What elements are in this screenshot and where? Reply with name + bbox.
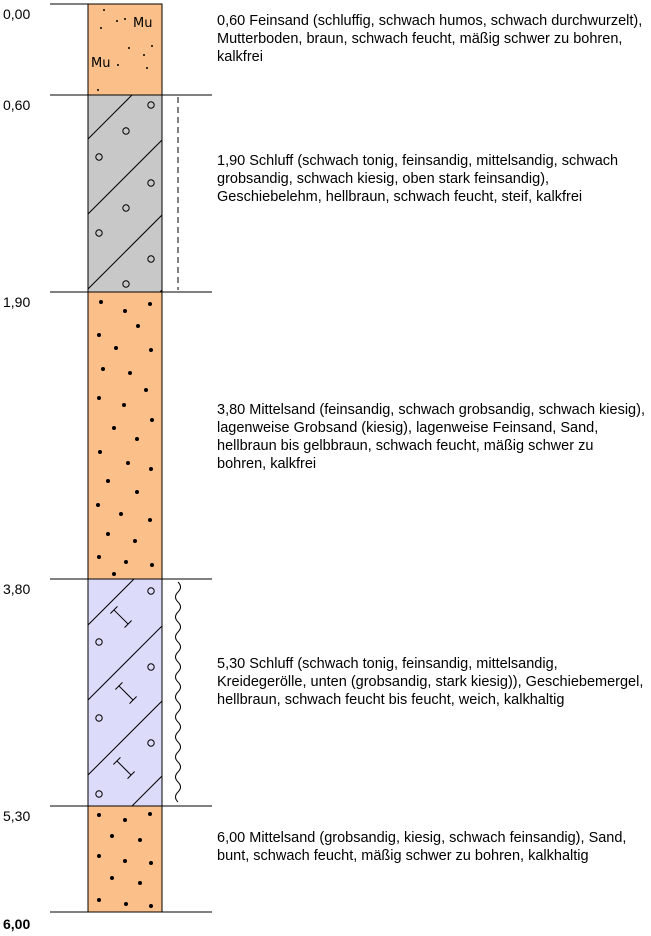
topsoil-pattern: Mu Mu [91,9,153,91]
depth-label-4: 5,30 [3,808,30,824]
depth-labels: 0,00 0,60 1,90 3,80 5,30 6,00 [3,6,30,932]
depth-label-final: 6,00 [3,916,30,932]
layer-1-description: 0,60 Feinsand (schluffig, schwach humos,… [217,13,643,65]
layer-2-pattern [88,95,162,292]
layer-4-description: 5,30 Schluff (schwach tonig, feinsandig,… [217,656,644,708]
consistency-marker-wavy [175,581,181,803]
column-outline [87,3,163,913]
layer-5-dots [97,812,153,908]
layer-5-description: 6,00 Mittelsand (grobsandig, kiesig, sch… [217,830,627,864]
layer-4-pattern [88,579,162,806]
topsoil-symbol-1: Mu [133,16,152,31]
layer-3-dots [96,300,154,576]
depth-label-1: 0,60 [3,97,30,113]
layer-2-description: 1,90 Schluff (schwach tonig, feinsandig,… [217,153,619,205]
depth-label-0: 0,00 [3,6,30,22]
layer-3-description: 3,80 Mittelsand (feinsandig, schwach gro… [217,402,645,472]
topsoil-symbol-2: Mu [91,56,110,71]
layer-3-fill [88,292,162,579]
depth-ticks [50,3,212,913]
depth-label-3: 3,80 [3,581,30,597]
depth-label-2: 1,90 [3,294,30,310]
